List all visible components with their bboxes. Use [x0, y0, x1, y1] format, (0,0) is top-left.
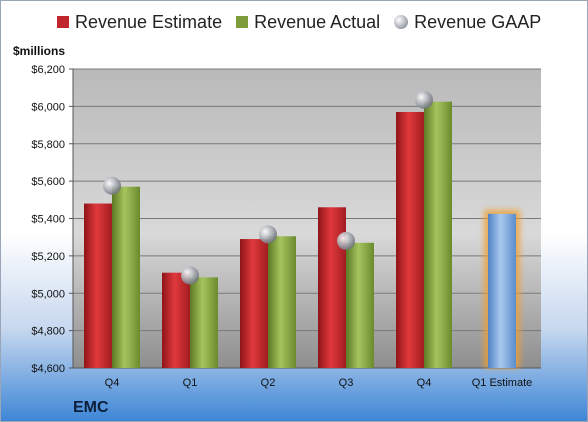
marker-revenue-gaap — [337, 231, 355, 250]
bar-revenue-estimate — [162, 272, 190, 368]
y-tick-label: $6,000 — [31, 101, 65, 113]
y-tick-label: $5,000 — [31, 288, 65, 300]
y-tick-label: $4,600 — [31, 363, 65, 375]
legend-swatch-revenue-gaap — [394, 15, 409, 29]
company-name: EMC — [73, 399, 109, 416]
x-tick-label: Q3 — [339, 377, 354, 389]
y-tick-label: $5,600 — [31, 176, 65, 188]
legend-swatch-revenue-actual — [236, 16, 249, 28]
marker-revenue-gaap — [415, 90, 433, 109]
y-tick-label: $5,800 — [31, 139, 65, 151]
legend-swatch-revenue-estimate — [57, 16, 69, 28]
y-tick-label: $5,400 — [31, 214, 65, 226]
legend-item-revenue-actual: Revenue Actual — [236, 12, 380, 33]
bar-revenue-actual — [268, 236, 296, 368]
x-tick-label: Q1 — [183, 377, 198, 389]
x-tick-label: Q2 — [261, 377, 276, 389]
x-tick-label: Q4 — [417, 377, 432, 389]
x-tick-label: Q1 Estimate — [472, 377, 533, 389]
legend-item-revenue-gaap: Revenue GAAP — [394, 12, 541, 33]
marker-revenue-gaap — [181, 266, 199, 285]
bar-revenue-actual — [112, 186, 140, 368]
bar-revenue-estimate — [396, 111, 424, 368]
x-tick-label: Q4 — [105, 377, 120, 389]
marker-revenue-gaap — [259, 225, 277, 244]
legend-label-revenue-gaap: Revenue GAAP — [414, 11, 542, 32]
marker-revenue-gaap — [103, 176, 121, 195]
bar-revenue-actual — [346, 242, 374, 368]
bar-revenue-estimate-highlight — [488, 213, 516, 368]
bar-revenue-estimate — [318, 207, 346, 368]
bar-revenue-estimate — [240, 239, 268, 368]
bar-revenue-actual — [424, 101, 452, 368]
legend-label-revenue-estimate: Revenue Estimate — [75, 11, 223, 32]
y-tick-label: $5,200 — [31, 251, 65, 263]
y-tick-label: $6,200 — [31, 64, 65, 76]
bar-revenue-actual — [190, 277, 218, 368]
legend-item-revenue-estimate: Revenue Estimate — [57, 12, 222, 33]
y-tick-label: $4,800 — [31, 326, 65, 338]
legend: Revenue Estimate Revenue Actual Revenue … — [57, 9, 579, 35]
y-axis-label: $millions — [13, 44, 66, 58]
bar-revenue-estimate — [84, 203, 112, 368]
legend-label-revenue-actual: Revenue Actual — [254, 11, 381, 32]
